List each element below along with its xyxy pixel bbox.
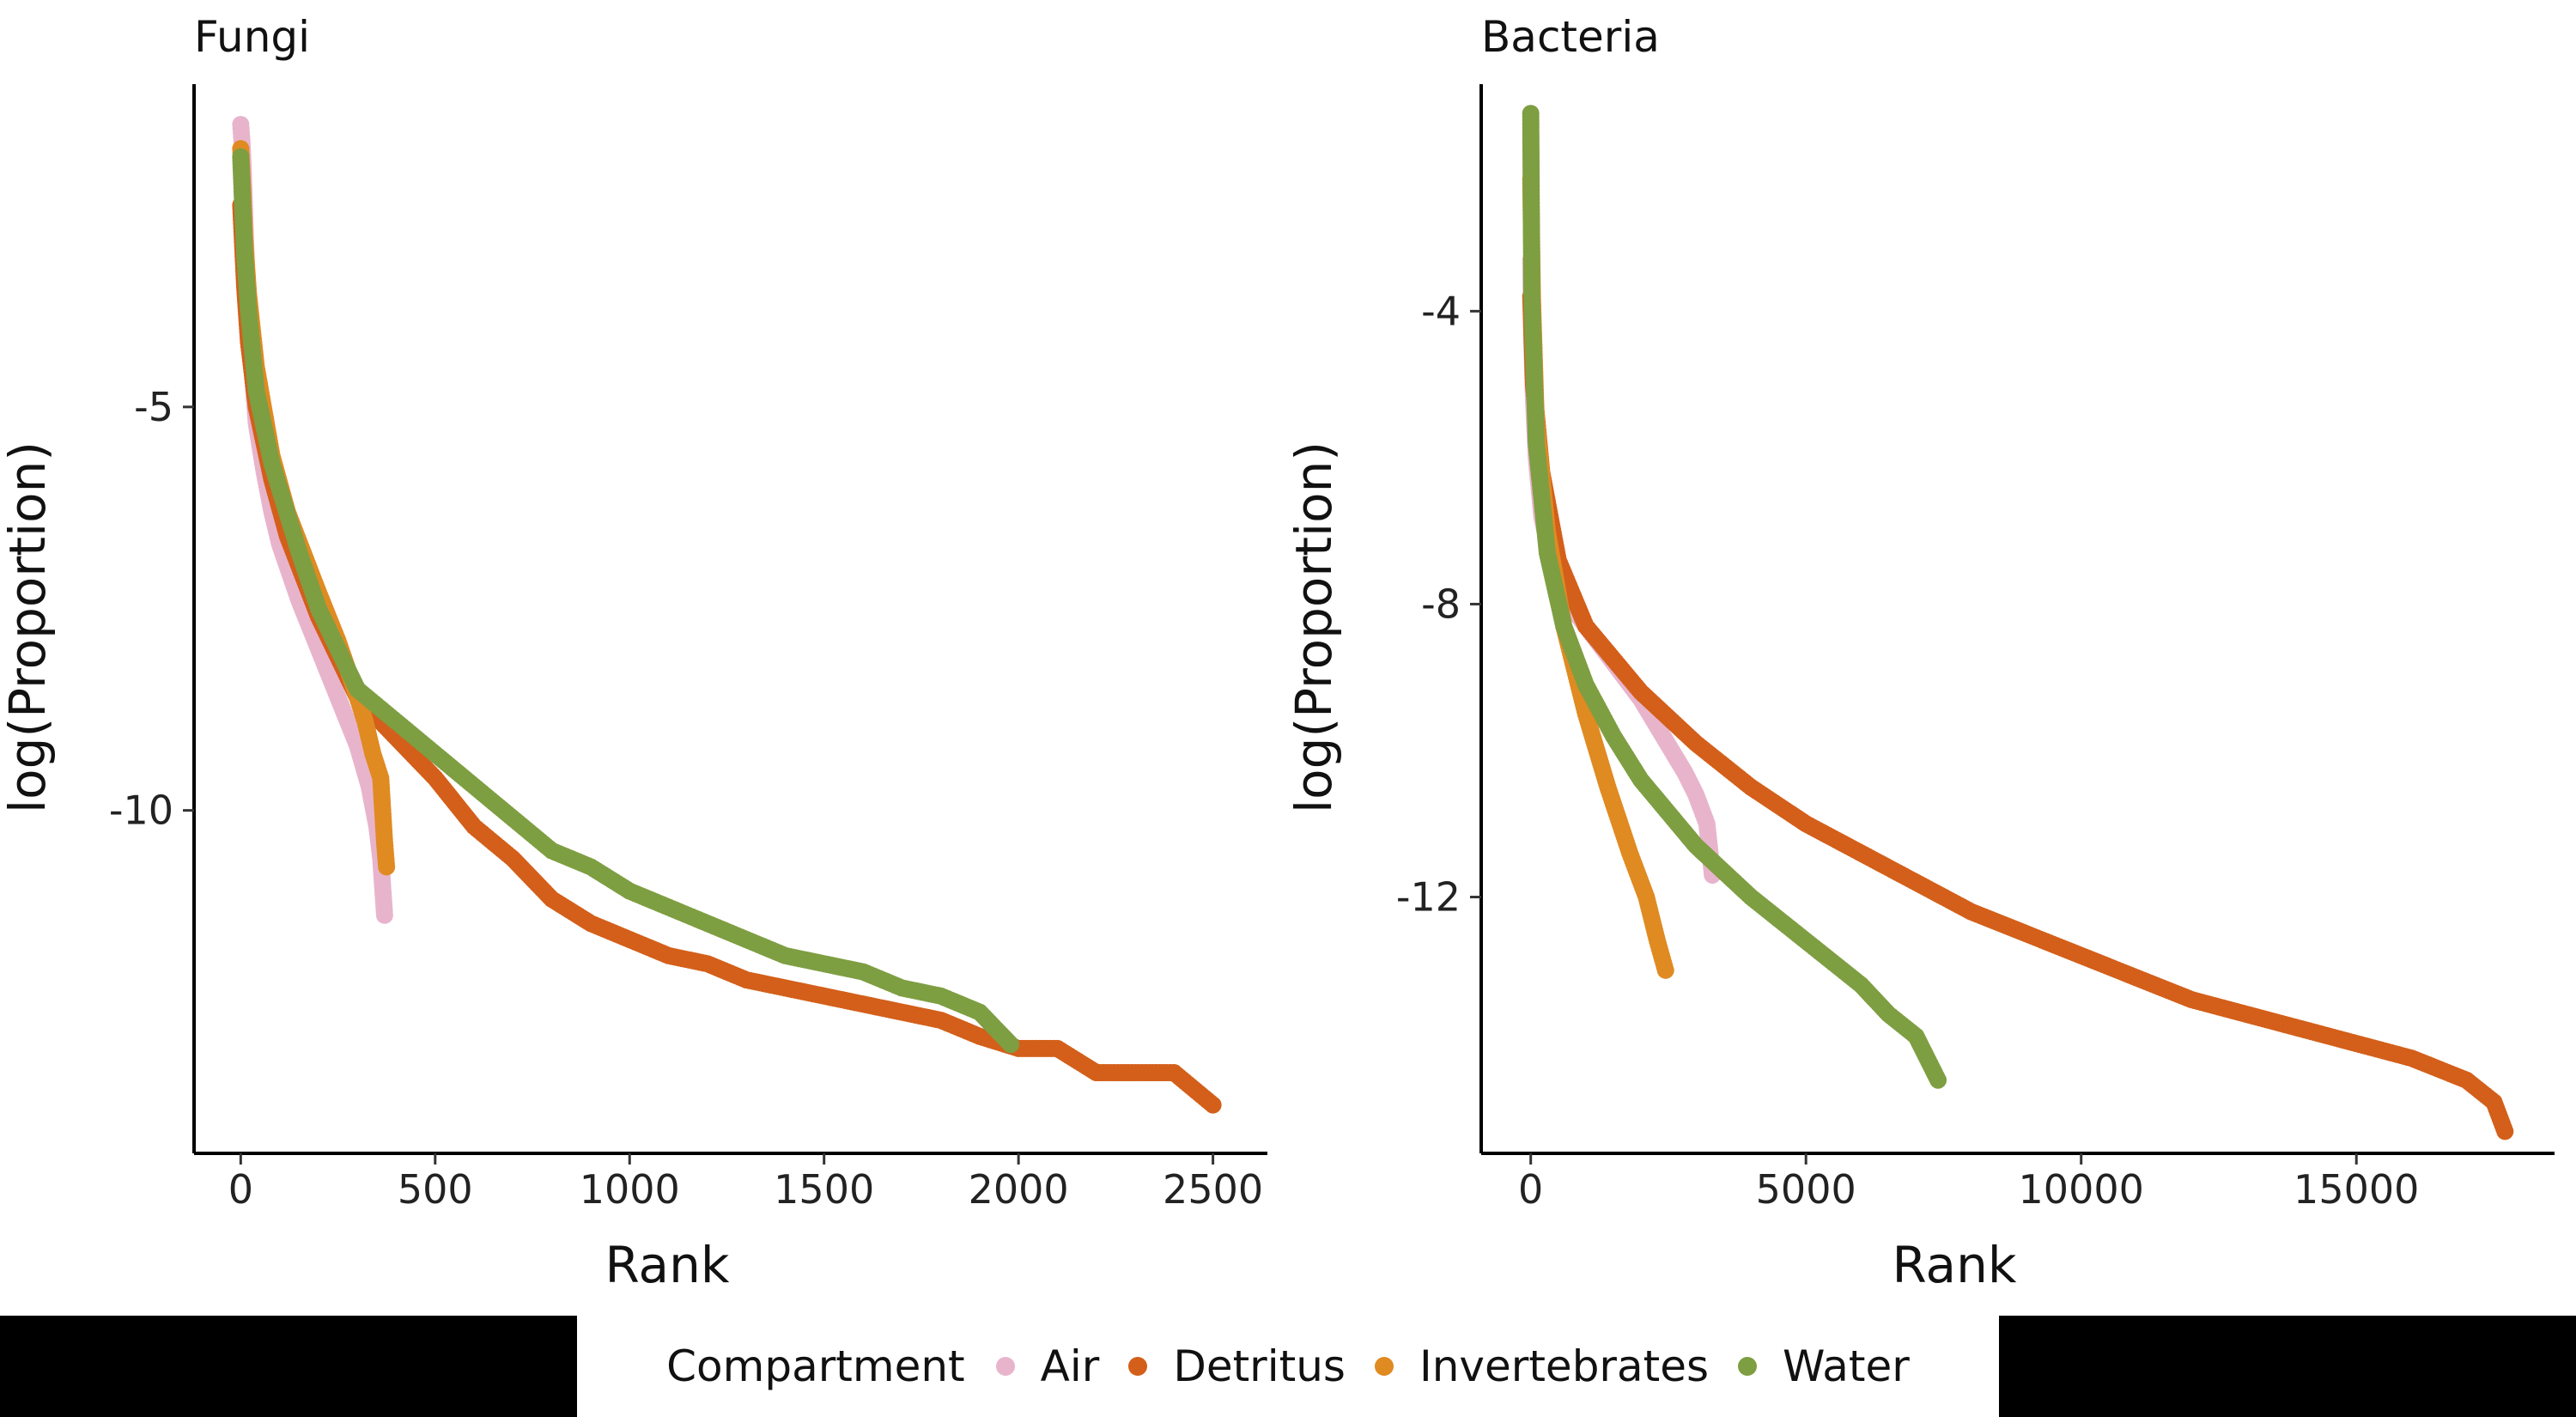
legend-swatch-invertebrates [1374, 1357, 1394, 1376]
fungi-y-tick-label: -10 [109, 788, 173, 834]
bacteria-y-axis-title: log(Proportion) [1285, 441, 1343, 813]
fungi-point-water [1002, 1036, 1020, 1054]
legend-swatch-water [1738, 1357, 1758, 1376]
bacteria-panel: 0 5000 10000 15000 -4 -8 -12 Bacteria Rank log(Pr… [1285, 12, 2555, 1294]
bacteria-series-water [1522, 105, 1947, 1089]
fungi-y-axis-title: log(Proportion) [0, 441, 57, 813]
fungi-x-tick-label: 2000 [969, 1166, 1069, 1213]
legend-label-invertebrates: Invertebrates [1419, 1341, 1710, 1391]
fungi-panel-title: Fungi [194, 12, 310, 62]
fungi-x-tick-label: 1500 [774, 1166, 874, 1213]
legend-item-invertebrates: Invertebrates [1374, 1341, 1710, 1391]
fungi-x-tick-label: 2500 [1163, 1166, 1263, 1213]
bacteria-x-tick-label: 15000 [2293, 1166, 2419, 1213]
legend-swatch-detritus [1128, 1357, 1148, 1376]
fungi-point-detritus [1204, 1096, 1222, 1114]
legend-item-water: Water [1738, 1341, 1910, 1391]
fungi-series-invertebrates [232, 140, 396, 876]
legend-label-detritus: Detritus [1173, 1341, 1346, 1391]
fungi-y-tick-label: -5 [134, 384, 173, 430]
legend-label-air: Air [1040, 1341, 1100, 1391]
fungi-series-detritus [232, 196, 1222, 1114]
fungi-x-tick-label: 0 [228, 1166, 253, 1213]
legend-title: Compartment [666, 1341, 965, 1391]
fungi-x-axis-title: Rank [605, 1236, 730, 1294]
legend-band-left [0, 1316, 577, 1417]
fungi-point-air [375, 906, 393, 924]
bacteria-point-detritus [2496, 1122, 2514, 1140]
legend-label-water: Water [1783, 1341, 1910, 1391]
bacteria-y-tick-label: -12 [1396, 874, 1461, 921]
fungi-series-air [232, 115, 393, 924]
bacteria-point-water [1929, 1071, 1947, 1089]
bacteria-point-invertebrates [1656, 961, 1674, 979]
fungi-point-invertebrates [378, 858, 396, 876]
bacteria-panel-title: Bacteria [1481, 12, 1660, 62]
legend-item-air: Air [995, 1341, 1100, 1391]
legend: Compartment Air Detritus Invertebrates W… [577, 1316, 1999, 1417]
bacteria-series-detritus [1522, 288, 2514, 1140]
bacteria-x-tick-label: 0 [1518, 1166, 1543, 1213]
bacteria-x-tick-label: 10000 [2019, 1166, 2144, 1213]
fungi-x-tick-label: 500 [398, 1166, 473, 1213]
fungi-panel: 0 500 1000 1500 2000 2500 -5 -10 Fungi Rank log(Pr… [0, 12, 1267, 1294]
bacteria-y-tick-label: -8 [1421, 581, 1461, 627]
legend-item-detritus: Detritus [1128, 1341, 1346, 1391]
bacteria-x-axis-title: Rank [1893, 1236, 2017, 1294]
legend-band-right [1999, 1316, 2576, 1417]
bacteria-x-tick-label: 5000 [1756, 1166, 1856, 1213]
legend-swatch-air [995, 1357, 1015, 1376]
fungi-x-tick-label: 1000 [580, 1166, 680, 1213]
bacteria-y-tick-label: -4 [1421, 288, 1461, 334]
fungi-series-water [232, 148, 1020, 1054]
